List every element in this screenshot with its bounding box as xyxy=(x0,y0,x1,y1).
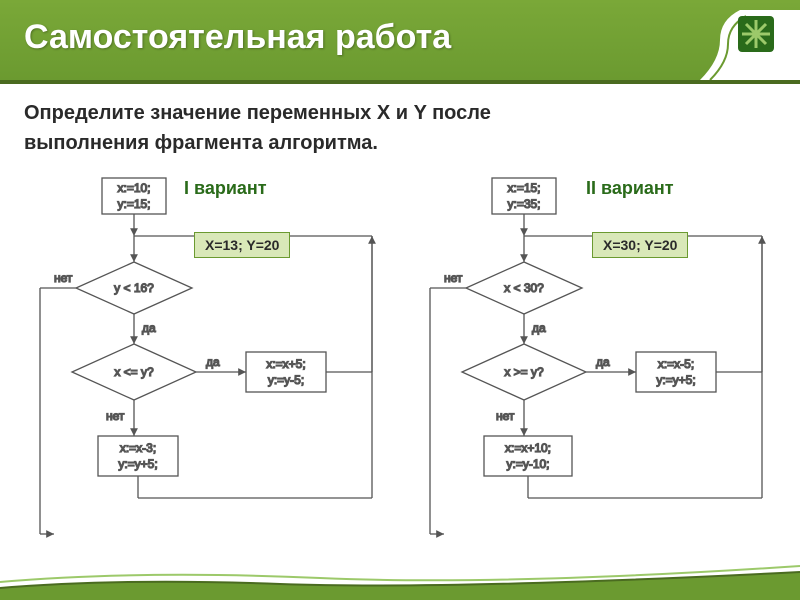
svg-text:x:=x-3;: x:=x-3; xyxy=(120,441,156,455)
svg-text:y:=y+5;: y:=y+5; xyxy=(656,373,695,387)
svg-text:x:=x-5;: x:=x-5; xyxy=(658,357,694,371)
svg-text:x:=15;: x:=15; xyxy=(507,181,540,195)
variant-1: I вариант X=13; Y=20 x:=10; y:=15; xyxy=(24,172,394,542)
flowchart-2: x:=15; y:=35; x < 30? нет да x >= y? да xyxy=(414,172,784,542)
header-decor xyxy=(660,0,800,80)
svg-text:нет: нет xyxy=(444,271,463,285)
svg-text:y:=y-10;: y:=y-10; xyxy=(506,457,549,471)
task-line1: Определите значение переменных X и Y пос… xyxy=(24,102,491,124)
svg-text:y:=y-5;: y:=y-5; xyxy=(268,373,304,387)
svg-text:да: да xyxy=(532,321,546,335)
svg-text:нет: нет xyxy=(54,271,73,285)
variant-2: II вариант X=30; Y=20 x:=15; y:=35; x < xyxy=(414,172,784,542)
svg-text:x >= y?: x >= y? xyxy=(504,365,544,379)
variant-1-label: I вариант xyxy=(184,178,267,199)
svg-text:нет: нет xyxy=(496,409,515,423)
svg-text:нет: нет xyxy=(106,409,125,423)
task-line2: выполнения фрагмента алгоритма. xyxy=(24,132,378,154)
variant-2-label: II вариант xyxy=(586,178,674,199)
header: Самостоятельная работа xyxy=(0,0,800,84)
svg-text:y:=15;: y:=15; xyxy=(117,197,150,211)
svg-text:x:=x+10;: x:=x+10; xyxy=(505,441,551,455)
content: Определите значение переменных X и Y пос… xyxy=(0,84,800,542)
variant-2-answer: X=30; Y=20 xyxy=(592,232,688,258)
svg-text:x < 30?: x < 30? xyxy=(504,281,544,295)
task-text: Определите значение переменных X и Y пос… xyxy=(24,98,776,158)
footer-decor xyxy=(0,560,800,600)
svg-text:y:=35;: y:=35; xyxy=(507,197,540,211)
flowchart-1: x:=10; y:=15; y < 16? нет xyxy=(24,172,394,542)
svg-text:x:=x+5;: x:=x+5; xyxy=(266,357,305,371)
variant-1-answer: X=13; Y=20 xyxy=(194,232,290,258)
svg-text:да: да xyxy=(596,355,610,369)
flowcharts: I вариант X=13; Y=20 x:=10; y:=15; xyxy=(24,172,776,542)
svg-text:да: да xyxy=(206,355,220,369)
svg-text:да: да xyxy=(142,321,156,335)
svg-text:y < 16?: y < 16? xyxy=(114,281,154,295)
svg-text:x <= y?: x <= y? xyxy=(114,365,154,379)
svg-text:x:=10;: x:=10; xyxy=(117,181,150,195)
svg-text:y:=y+5;: y:=y+5; xyxy=(118,457,157,471)
